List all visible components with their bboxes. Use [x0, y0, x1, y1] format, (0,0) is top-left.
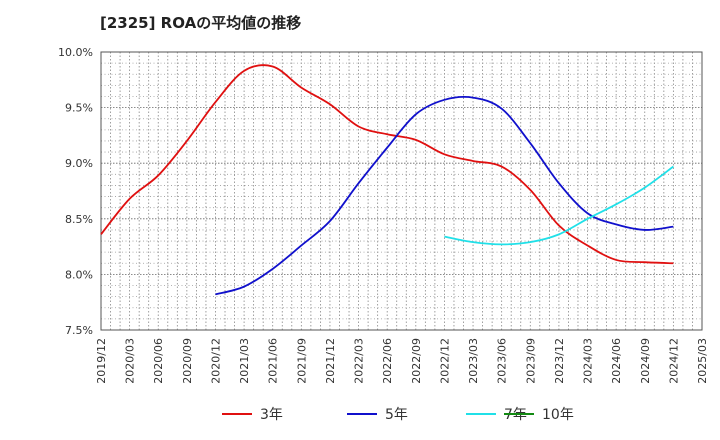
plot-frame — [100, 51, 703, 331]
x-tick-label: 2021/06 — [267, 338, 280, 384]
y-tick-label: 10.0% — [58, 46, 93, 59]
legend-label-10年: 10年 — [542, 407, 574, 423]
x-tick-label: 2022/12 — [438, 338, 451, 384]
x-tick-label: 2022/03 — [353, 338, 366, 384]
x-tick-label: 2021/09 — [295, 338, 308, 384]
x-tick-label: 2024/09 — [639, 338, 652, 384]
series-line-5年 — [215, 96, 674, 296]
series-layer — [100, 64, 674, 296]
y-tick-label: 8.0% — [65, 268, 93, 281]
x-tick-label: 2020/06 — [152, 338, 165, 384]
x-tick-label: 2024/03 — [582, 338, 595, 384]
x-tick-label: 2024/12 — [667, 338, 680, 384]
series-line-3年 — [100, 64, 674, 265]
x-tick-label: 2020/12 — [209, 338, 222, 384]
x-tick-label: 2025/03 — [696, 338, 709, 384]
x-tick-label: 2023/12 — [553, 338, 566, 384]
x-tick-label: 2024/06 — [610, 338, 623, 384]
y-tick-label: 7.5% — [65, 324, 93, 337]
legend-label-3年: 3年 — [260, 407, 283, 423]
axis-layer: 7.5% 8.0% 8.5% 9.0% 9.5% 10.0% 2019/12 2020/03 2… — [58, 46, 709, 384]
x-tick-label: 2023/09 — [524, 338, 537, 384]
y-tick-label: 9.0% — [65, 157, 93, 170]
chart-title: [2325] ROAの平均値の推移 — [100, 14, 302, 32]
legend-label-5年: 5年 — [385, 407, 408, 423]
grid-layer — [100, 51, 703, 331]
x-tick-label: 2020/09 — [181, 338, 194, 384]
x-tick-label: 2022/06 — [381, 338, 394, 384]
x-tick-label: 2020/03 — [124, 338, 137, 384]
x-tick-label: 2021/03 — [238, 338, 251, 384]
y-tick-label: 8.5% — [65, 213, 93, 226]
x-tick-label: 2022/09 — [410, 338, 423, 384]
y-tick-label: 9.5% — [65, 102, 93, 115]
x-tick-label: 2023/06 — [496, 338, 509, 384]
legend: 3年5年7年10年 — [222, 407, 574, 423]
x-tick-label: 2019/12 — [95, 338, 108, 384]
x-tick-label: 2021/12 — [324, 338, 337, 384]
series-line-7年 — [444, 165, 674, 246]
x-tick-label: 2023/03 — [467, 338, 480, 384]
